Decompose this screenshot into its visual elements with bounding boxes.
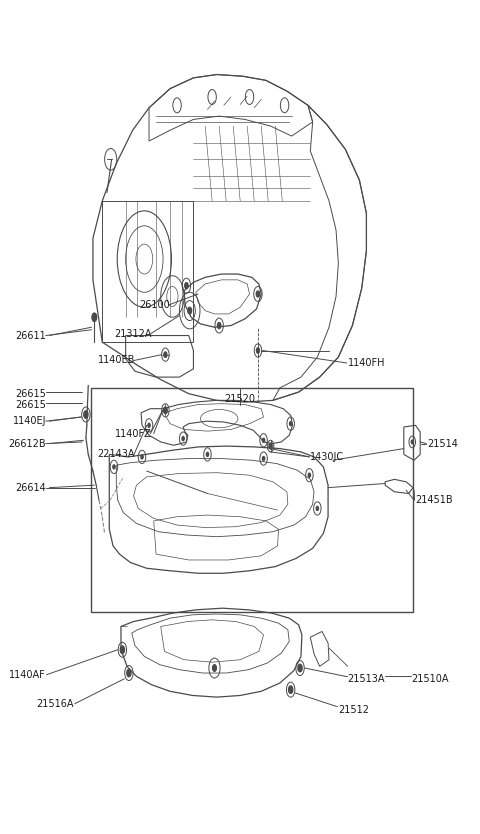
Circle shape	[411, 440, 413, 444]
Text: 26615: 26615	[15, 389, 46, 399]
Circle shape	[263, 456, 264, 460]
Text: 1140EJ: 1140EJ	[12, 416, 46, 426]
Text: 21312A: 21312A	[114, 329, 151, 339]
Text: 1140EB: 1140EB	[97, 355, 135, 365]
Circle shape	[148, 424, 150, 427]
Circle shape	[84, 411, 88, 418]
Circle shape	[182, 437, 184, 440]
Circle shape	[298, 665, 302, 671]
Circle shape	[164, 352, 167, 357]
Text: 21451B: 21451B	[416, 495, 453, 505]
Circle shape	[120, 646, 124, 654]
Text: 22143A: 22143A	[97, 450, 135, 460]
Text: 1140FZ: 1140FZ	[115, 429, 151, 439]
Text: 21513A: 21513A	[348, 674, 385, 684]
Text: 21516A: 21516A	[37, 699, 74, 709]
Circle shape	[113, 465, 115, 469]
Text: 21520: 21520	[225, 394, 256, 404]
Text: 1140FH: 1140FH	[348, 358, 385, 368]
Circle shape	[308, 473, 311, 477]
Text: 26100: 26100	[139, 299, 170, 309]
Circle shape	[206, 452, 209, 456]
Circle shape	[289, 422, 292, 425]
Circle shape	[269, 443, 272, 449]
Text: 1140AF: 1140AF	[10, 670, 46, 680]
Circle shape	[256, 291, 260, 297]
Text: 26615: 26615	[15, 399, 46, 409]
Text: 26614: 26614	[15, 483, 46, 493]
Text: 26611: 26611	[15, 330, 46, 340]
Text: 1430JC: 1430JC	[310, 452, 345, 462]
Circle shape	[263, 439, 264, 442]
Circle shape	[185, 283, 188, 289]
Circle shape	[188, 307, 192, 314]
Text: 26612B: 26612B	[9, 439, 46, 449]
Circle shape	[164, 407, 167, 414]
Circle shape	[127, 669, 131, 676]
Text: 21510A: 21510A	[411, 674, 448, 684]
Bar	[91, 388, 413, 612]
Text: 21514: 21514	[427, 439, 458, 449]
Circle shape	[217, 323, 221, 329]
Circle shape	[213, 665, 216, 671]
Circle shape	[316, 506, 318, 510]
Text: 21512: 21512	[338, 705, 370, 715]
Circle shape	[288, 686, 293, 693]
Circle shape	[92, 313, 96, 321]
Circle shape	[256, 348, 260, 353]
Circle shape	[141, 455, 143, 459]
